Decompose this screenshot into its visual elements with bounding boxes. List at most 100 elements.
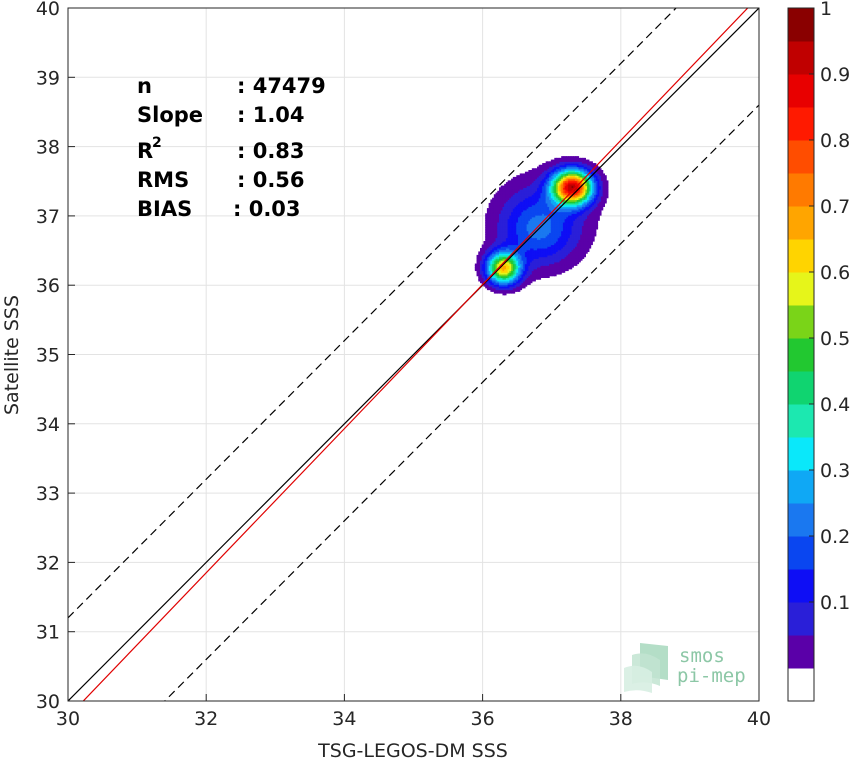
density-cell bbox=[556, 244, 559, 247]
density-cell bbox=[497, 230, 500, 233]
density-cell bbox=[499, 261, 502, 265]
density-cell bbox=[509, 230, 512, 233]
density-cell bbox=[571, 265, 574, 268]
density-cell bbox=[573, 169, 576, 173]
density-cell bbox=[486, 256, 490, 259]
density-cell bbox=[521, 197, 524, 201]
density-cell bbox=[571, 228, 574, 232]
density-cell bbox=[512, 197, 516, 201]
density-cell bbox=[595, 175, 599, 178]
density-cell bbox=[480, 253, 483, 256]
colorbar-segment bbox=[788, 536, 814, 570]
density-cell bbox=[543, 171, 547, 175]
density-cell bbox=[524, 284, 528, 287]
x-tick-label: 34 bbox=[332, 708, 356, 730]
density-cell bbox=[564, 241, 567, 244]
density-cell bbox=[578, 209, 581, 213]
density-cell bbox=[580, 241, 583, 244]
density-cell bbox=[587, 164, 590, 168]
density-cell bbox=[576, 232, 580, 235]
density-cell bbox=[516, 189, 519, 192]
density-cell bbox=[564, 244, 567, 247]
density-cell bbox=[576, 253, 580, 256]
density-cell bbox=[528, 182, 531, 185]
density-cell bbox=[550, 176, 554, 180]
density-cell bbox=[497, 232, 500, 235]
density-cell bbox=[573, 237, 576, 240]
density-cell bbox=[538, 230, 542, 233]
density-cell bbox=[580, 197, 583, 201]
density-cell bbox=[528, 195, 531, 199]
density-cell bbox=[516, 225, 519, 228]
density-cell bbox=[543, 175, 547, 178]
density-cell bbox=[550, 159, 554, 162]
density-cell bbox=[554, 176, 557, 180]
density-cell bbox=[552, 180, 555, 183]
density-cell bbox=[516, 213, 519, 216]
density-cell bbox=[571, 261, 574, 265]
density-cell bbox=[569, 263, 573, 266]
density-cell bbox=[492, 279, 495, 282]
density-cell bbox=[547, 227, 550, 230]
density-cell bbox=[585, 249, 588, 253]
density-cell bbox=[597, 182, 600, 185]
density-cell bbox=[518, 202, 521, 206]
density-cell bbox=[568, 261, 571, 265]
density-cell bbox=[526, 213, 529, 216]
density-cell bbox=[495, 199, 498, 202]
density-cell bbox=[583, 225, 586, 228]
density-cell bbox=[540, 242, 543, 246]
density-cell bbox=[566, 263, 569, 266]
density-cell bbox=[511, 291, 514, 294]
density-cell bbox=[545, 213, 548, 216]
density-cell bbox=[571, 195, 574, 199]
density-cell bbox=[557, 166, 561, 169]
density-cell bbox=[549, 187, 552, 190]
density-cell bbox=[537, 192, 540, 195]
density-cell bbox=[533, 253, 536, 256]
density-cell bbox=[524, 263, 528, 266]
density-cell bbox=[594, 199, 597, 202]
density-cell bbox=[585, 244, 588, 247]
density-cell bbox=[537, 272, 540, 275]
density-cell bbox=[543, 253, 547, 256]
density-cell bbox=[488, 232, 491, 235]
density-cell bbox=[499, 194, 502, 197]
density-cell bbox=[569, 227, 573, 230]
density-cell bbox=[516, 241, 519, 244]
density-cell bbox=[480, 256, 483, 259]
density-cell bbox=[524, 227, 528, 230]
x-axis-label: TSG-LEGOS-DM SSS bbox=[317, 740, 508, 762]
line-upper-bound bbox=[68, 8, 677, 619]
colorbar-segment bbox=[788, 41, 814, 75]
density-cell bbox=[597, 166, 600, 169]
density-cell bbox=[521, 258, 524, 261]
density-cell bbox=[576, 192, 580, 195]
density-cell bbox=[521, 246, 524, 249]
density-cell bbox=[518, 208, 521, 211]
density-cell bbox=[564, 164, 567, 168]
density-cell bbox=[519, 254, 523, 258]
density-cell bbox=[483, 268, 486, 272]
density-cell bbox=[559, 244, 562, 247]
density-cell bbox=[583, 216, 586, 220]
density-cell bbox=[545, 169, 548, 173]
density-cell bbox=[535, 270, 538, 273]
density-cell bbox=[538, 253, 542, 256]
density-cell bbox=[564, 223, 567, 227]
density-cell bbox=[531, 267, 535, 270]
density-cell bbox=[568, 241, 571, 244]
density-cell bbox=[500, 190, 504, 194]
density-cell bbox=[533, 258, 536, 261]
density-cell bbox=[476, 254, 479, 258]
density-cell bbox=[590, 237, 593, 240]
density-cell bbox=[590, 195, 593, 199]
density-cell bbox=[575, 261, 578, 265]
density-cell bbox=[578, 218, 581, 221]
density-cell bbox=[594, 197, 597, 201]
density-cell bbox=[516, 263, 519, 266]
density-cell bbox=[512, 180, 516, 183]
density-cell bbox=[500, 270, 504, 273]
colorbar-tick-label: 0.6 bbox=[820, 262, 850, 284]
density-cell bbox=[575, 163, 578, 166]
